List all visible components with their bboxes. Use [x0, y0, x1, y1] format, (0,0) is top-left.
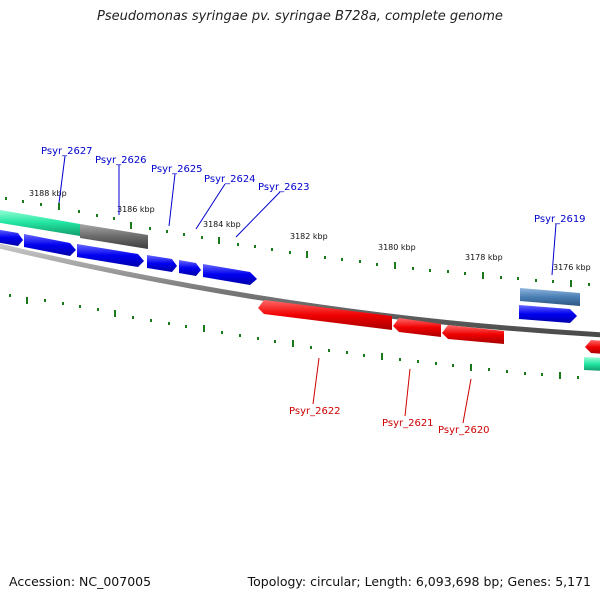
major-tick: [26, 297, 28, 304]
outer-scale-ring: [5, 197, 590, 287]
forward-leader-lines: [58, 155, 557, 276]
gene-forward: [179, 260, 201, 276]
major-tick: [394, 262, 396, 269]
map-title: Pseudomonas syringae pv. syringae B728a,…: [97, 9, 503, 24]
kbp-labels: 3188 kbp 3186 kbp 3184 kbp 3182 kbp 3180…: [29, 189, 591, 272]
major-tick: [203, 325, 205, 332]
kbp-label: 3186 kbp: [117, 205, 155, 214]
gene-reverse: [442, 325, 504, 344]
gene-label-psyr-2623: Psyr_2623: [258, 182, 310, 193]
forward-gene-labels: Psyr_2627 Psyr_2626 Psyr_2625 Psyr_2624 …: [41, 146, 586, 225]
gene-label-psyr-2621: Psyr_2621: [382, 418, 434, 429]
gene-label-psyr-2622: Psyr_2622: [289, 406, 341, 417]
major-tick: [292, 340, 294, 347]
gene-label-psyr-2625: Psyr_2625: [151, 164, 203, 175]
gene-forward: [0, 229, 23, 246]
kbp-label: 3188 kbp: [29, 189, 67, 198]
outer-feature-track: [0, 209, 580, 306]
gene-label-psyr-2627: Psyr_2627: [41, 146, 93, 157]
gene-reverse: [585, 340, 600, 354]
gene-reverse: [393, 318, 441, 337]
teal-feature: [0, 209, 80, 236]
teal-feature: [584, 357, 600, 371]
gene-forward: [24, 234, 76, 256]
major-tick: [381, 353, 383, 360]
kbp-label: 3176 kbp: [553, 263, 591, 272]
major-tick: [306, 251, 308, 258]
gray-feature: [80, 224, 148, 249]
major-tick: [130, 222, 132, 229]
major-tick: [218, 237, 220, 244]
gene-label-psyr-2620: Psyr_2620: [438, 425, 490, 436]
gene-forward: [77, 244, 144, 267]
major-tick: [570, 280, 572, 287]
kbp-label: 3184 kbp: [203, 220, 241, 229]
gene-reverse: [258, 300, 392, 330]
steel-feature: [520, 288, 580, 306]
kbp-label: 3180 kbp: [378, 243, 416, 252]
reverse-leader-lines: [312, 357, 472, 424]
kbp-label: 3178 kbp: [465, 253, 503, 262]
gene-forward: [147, 255, 177, 272]
major-tick: [482, 272, 484, 279]
forward-genes[interactable]: [0, 229, 577, 323]
topology-text: Topology: circular; Length: 6,093,698 bp…: [247, 574, 591, 589]
gene-forward: [519, 305, 577, 323]
major-tick: [114, 310, 116, 317]
major-tick: [58, 203, 60, 210]
reverse-genes[interactable]: [258, 300, 600, 354]
gene-label-psyr-2624: Psyr_2624: [204, 174, 256, 185]
major-tick: [470, 364, 472, 371]
gene-forward: [203, 264, 257, 285]
gene-label-psyr-2626: Psyr_2626: [95, 155, 147, 166]
inner-scale-ring: [9, 294, 579, 379]
reverse-gene-labels: Psyr_2622 Psyr_2621 Psyr_2620: [289, 406, 490, 436]
major-tick: [559, 372, 561, 379]
genome-backbone: [0, 243, 600, 338]
accession-text: Accession: NC_007005: [9, 574, 152, 589]
gene-label-psyr-2619: Psyr_2619: [534, 214, 586, 225]
kbp-label: 3182 kbp: [290, 232, 328, 241]
